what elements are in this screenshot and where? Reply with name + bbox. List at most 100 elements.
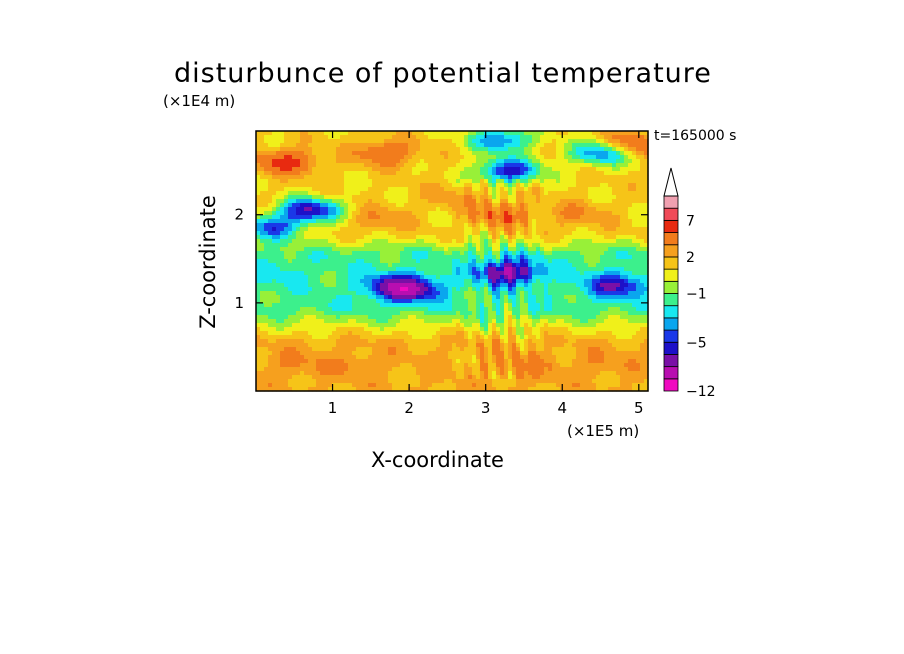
field-cell bbox=[588, 211, 593, 216]
field-cell bbox=[420, 267, 425, 272]
field-cell bbox=[296, 207, 301, 212]
field-cell bbox=[256, 135, 261, 140]
field-cell bbox=[380, 215, 385, 220]
field-cell bbox=[452, 227, 457, 232]
field-cell bbox=[320, 215, 325, 220]
field-cell bbox=[504, 263, 509, 268]
field-cell bbox=[608, 143, 613, 148]
field-cell bbox=[384, 255, 389, 260]
field-cell bbox=[456, 155, 461, 160]
field-cell bbox=[588, 295, 593, 300]
field-cell bbox=[344, 259, 349, 264]
field-cell bbox=[272, 275, 277, 280]
field-cell bbox=[480, 239, 485, 244]
field-cell bbox=[644, 231, 649, 236]
field-cell bbox=[328, 303, 333, 308]
field-cell bbox=[268, 267, 273, 272]
field-cell bbox=[484, 323, 489, 328]
field-cell bbox=[624, 231, 629, 236]
field-cell bbox=[344, 271, 349, 276]
field-cell bbox=[532, 331, 537, 336]
field-cell bbox=[580, 167, 585, 172]
field-cell bbox=[600, 255, 605, 260]
field-cell bbox=[336, 187, 341, 192]
field-cell bbox=[376, 259, 381, 264]
field-cell bbox=[588, 171, 593, 176]
field-cell bbox=[380, 211, 385, 216]
field-cell bbox=[432, 287, 437, 292]
field-cell bbox=[388, 207, 393, 212]
field-cell bbox=[504, 311, 509, 316]
field-cell bbox=[304, 175, 309, 180]
field-cell bbox=[332, 223, 337, 228]
field-cell bbox=[464, 319, 469, 324]
field-cell bbox=[616, 331, 621, 336]
field-cell bbox=[380, 287, 385, 292]
field-cell bbox=[528, 299, 533, 304]
field-cell bbox=[264, 175, 269, 180]
field-cell bbox=[328, 187, 333, 192]
field-cell bbox=[596, 167, 601, 172]
field-cell bbox=[632, 191, 637, 196]
field-cell bbox=[536, 247, 541, 252]
field-cell bbox=[376, 163, 381, 168]
field-cell bbox=[268, 195, 273, 200]
field-cell bbox=[420, 191, 425, 196]
field-cell bbox=[388, 219, 393, 224]
field-cell bbox=[448, 295, 453, 300]
field-cell bbox=[344, 135, 349, 140]
field-cell bbox=[328, 163, 333, 168]
field-cell bbox=[564, 243, 569, 248]
field-cell bbox=[384, 179, 389, 184]
field-cell bbox=[312, 203, 317, 208]
field-cell bbox=[636, 239, 641, 244]
field-cell bbox=[464, 203, 469, 208]
field-cell bbox=[356, 135, 361, 140]
field-cell bbox=[632, 287, 637, 292]
field-cell bbox=[392, 267, 397, 272]
field-cell bbox=[404, 183, 409, 188]
field-cell bbox=[488, 167, 493, 172]
field-cell bbox=[392, 203, 397, 208]
field-cell bbox=[344, 267, 349, 272]
field-cell bbox=[552, 291, 557, 296]
field-cell bbox=[280, 323, 285, 328]
field-cell bbox=[412, 231, 417, 236]
field-cell bbox=[492, 299, 497, 304]
field-cell bbox=[456, 259, 461, 264]
field-cell bbox=[344, 207, 349, 212]
field-cell bbox=[604, 187, 609, 192]
field-cell bbox=[420, 155, 425, 160]
field-cell bbox=[472, 199, 477, 204]
field-cell bbox=[328, 151, 333, 156]
field-cell bbox=[632, 231, 637, 236]
field-cell bbox=[604, 307, 609, 312]
field-cell bbox=[324, 319, 329, 324]
field-cell bbox=[336, 167, 341, 172]
field-cell bbox=[464, 311, 469, 316]
field-cell bbox=[632, 139, 637, 144]
field-cell bbox=[272, 191, 277, 196]
field-cell bbox=[508, 327, 513, 332]
field-cell bbox=[544, 187, 549, 192]
field-cell bbox=[404, 287, 409, 292]
field-cell bbox=[264, 179, 269, 184]
field-cell bbox=[556, 171, 561, 176]
field-cell bbox=[436, 215, 441, 220]
field-cell bbox=[288, 331, 293, 336]
field-cell bbox=[328, 135, 333, 140]
field-cell bbox=[376, 219, 381, 224]
field-cell bbox=[484, 179, 489, 184]
field-cell bbox=[488, 255, 493, 260]
field-cell bbox=[504, 195, 509, 200]
field-cell bbox=[348, 179, 353, 184]
field-cell bbox=[592, 215, 597, 220]
field-cell bbox=[516, 147, 521, 152]
field-cell bbox=[560, 211, 565, 216]
field-cell bbox=[472, 235, 477, 240]
field-cell bbox=[592, 315, 597, 320]
field-cell bbox=[460, 223, 465, 228]
field-cell bbox=[580, 199, 585, 204]
field-cell bbox=[388, 191, 393, 196]
field-cell bbox=[516, 287, 521, 292]
